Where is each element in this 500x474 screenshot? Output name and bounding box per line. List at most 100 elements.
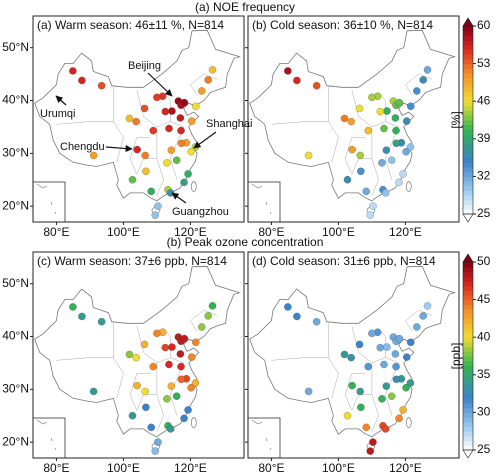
station-point: [304, 387, 313, 396]
colorbar-segment: [463, 49, 473, 55]
colorbar-tick-label: 35: [477, 367, 491, 381]
station-point: [293, 76, 301, 85]
station-point: [391, 114, 400, 122]
station-point: [381, 189, 390, 197]
inset-islands: [36, 419, 57, 451]
station-point: [423, 66, 432, 74]
colorbar-frame: [462, 25, 474, 215]
station-point: [149, 126, 158, 135]
colorbar-segment: [463, 341, 473, 348]
station-point: [184, 170, 192, 178]
colorbar-segment: [463, 87, 473, 93]
colorbar-segment: [463, 313, 473, 319]
x-tick-label: 100°E: [107, 225, 140, 239]
colorbar-segment: [463, 290, 473, 296]
station-point: [177, 126, 185, 135]
x-tick-label: 80°E: [43, 461, 69, 474]
station-point: [177, 362, 185, 371]
station-point: [197, 323, 206, 331]
colorbar-segment: [463, 190, 473, 196]
city-label: Beijing: [128, 60, 161, 72]
station-point: [180, 334, 189, 343]
station-point: [392, 139, 401, 148]
y-tick-label: 20°N: [2, 198, 29, 212]
station-point: [284, 67, 292, 75]
station-point: [399, 170, 407, 178]
map-content: [249, 29, 457, 219]
province-border: [136, 89, 158, 159]
station-point: [132, 353, 140, 362]
station-point: [312, 81, 321, 90]
station-point: [362, 187, 371, 196]
colorbar-segment: [463, 35, 473, 41]
colorbar-segment: [463, 167, 473, 173]
y-tick-label: 30°N: [2, 146, 29, 160]
station-point: [208, 66, 217, 74]
station-point: [167, 146, 176, 154]
station-point: [191, 102, 200, 111]
station-point: [125, 114, 134, 123]
colorbar-segment: [463, 374, 473, 380]
station-point: [128, 175, 137, 184]
colorbar-segment: [463, 115, 473, 121]
colorbar-segment: [463, 271, 473, 277]
x-tick-label: 80°E: [43, 225, 69, 239]
station-point: [368, 329, 376, 338]
station-point: [406, 143, 415, 151]
y-tick-label: 40°N: [2, 329, 29, 343]
colorbar-segment: [463, 171, 473, 177]
station-point: [368, 93, 376, 102]
station-point: [78, 312, 86, 321]
province-border: [129, 137, 151, 175]
station-point: [376, 343, 385, 352]
x-tick-label: 120°E: [389, 225, 422, 239]
colorbar-tick-label: 39: [477, 131, 491, 145]
station-point: [343, 175, 352, 184]
station-point: [191, 379, 200, 387]
colorbar-segment: [463, 96, 473, 102]
station-point: [97, 81, 106, 90]
station-point: [340, 350, 349, 359]
station-point: [369, 438, 377, 446]
colorbar-tick-label: 60: [477, 18, 491, 32]
colorbar-segment: [463, 82, 473, 88]
station-point: [419, 76, 427, 84]
station-point: [340, 114, 349, 123]
country-outline: [34, 265, 242, 438]
x-tick-label: 80°E: [258, 461, 284, 474]
station-point: [78, 76, 86, 85]
colorbar-segment: [463, 407, 473, 413]
colorbar-segment: [463, 73, 473, 79]
station-point: [357, 167, 365, 176]
island: [405, 181, 412, 192]
colorbar-segment: [463, 299, 473, 305]
province-border: [190, 73, 218, 96]
city-label: Urumqi: [40, 108, 75, 120]
colorbar-segment: [463, 199, 473, 206]
station-point: [172, 156, 181, 164]
inset-islands: [251, 419, 272, 451]
arrow: [55, 95, 67, 106]
inset-islands: [36, 183, 57, 215]
station-point: [154, 202, 162, 210]
colorbar-segment: [463, 304, 473, 310]
colorbar-segment: [463, 195, 473, 201]
panel-frame: [247, 251, 460, 459]
station-point: [382, 146, 391, 154]
station-point: [132, 117, 140, 126]
station-point: [153, 93, 161, 102]
station-point: [125, 350, 134, 359]
colorbar-segment: [463, 337, 473, 343]
city-label: Chengdu: [60, 141, 105, 153]
section-title: (a) NOE frequency: [195, 0, 295, 14]
station-point: [177, 139, 186, 148]
station-point: [312, 317, 321, 326]
station-point: [167, 382, 176, 390]
station-point: [387, 392, 396, 401]
station-point: [392, 126, 400, 135]
province-border: [190, 309, 218, 332]
colorbar-label: [ppb]: [449, 343, 463, 370]
colorbar-segment: [463, 77, 473, 83]
station-point: [184, 406, 192, 414]
colorbar-segment: [463, 157, 473, 163]
